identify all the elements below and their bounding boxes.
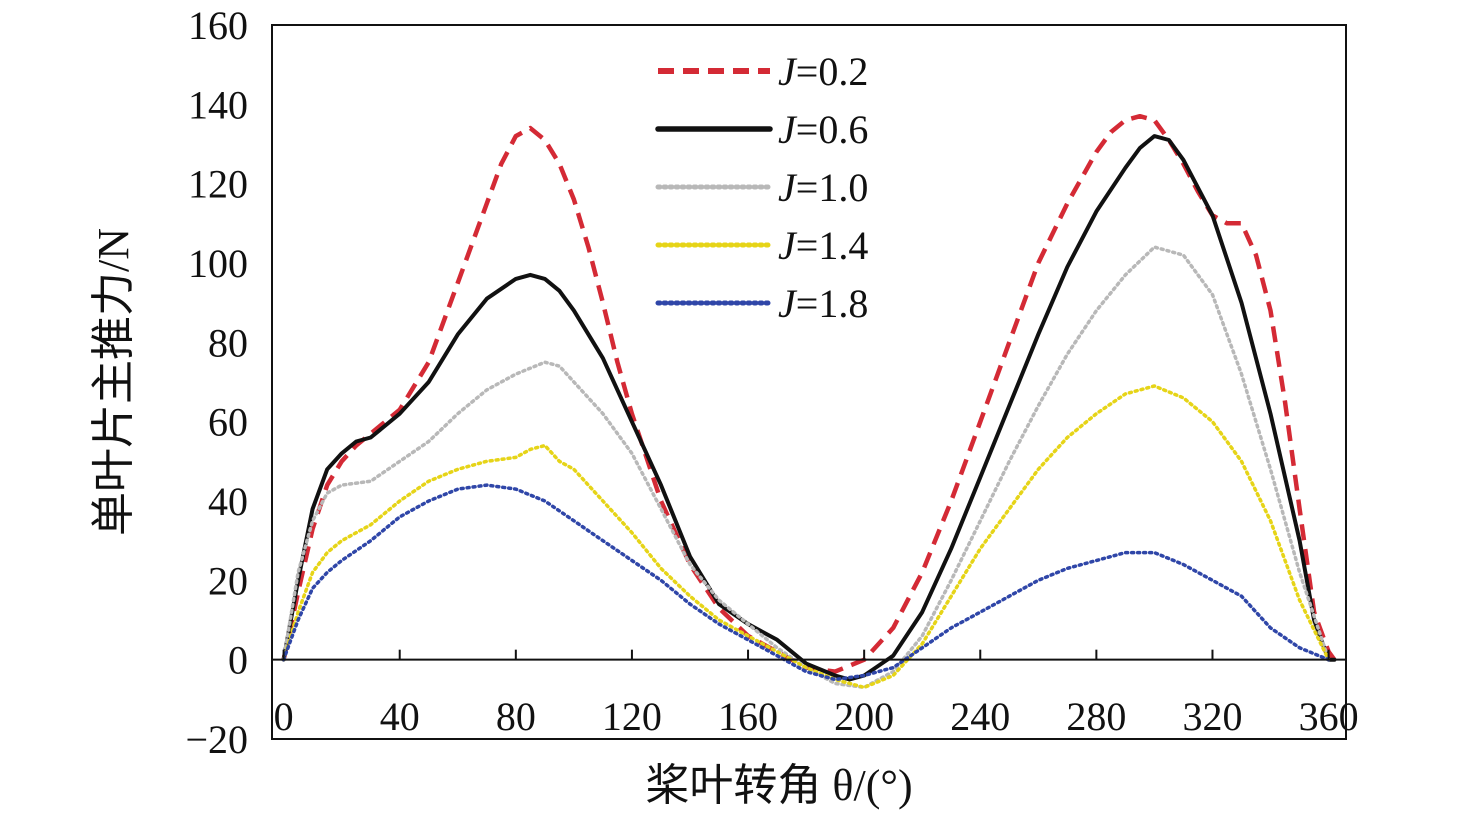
- x-tick-label: 120: [602, 694, 662, 739]
- series-layer: [281, 113, 1337, 690]
- y-tick-labels: −20 0 20 40 60 80 100 120 140 160: [185, 3, 248, 762]
- x-axis-title: 桨叶转角 θ/(°): [645, 761, 912, 810]
- x-tick-label: 200: [834, 694, 894, 739]
- y-tick-label: 0: [228, 638, 248, 683]
- x-tick-label: 0: [274, 694, 294, 739]
- x-tick-label: 160: [718, 694, 778, 739]
- series-line: [281, 134, 1337, 682]
- y-axis-title: 单叶片主推力/N: [89, 228, 138, 536]
- y-tick-label: 100: [188, 241, 248, 286]
- y-tick-label: 60: [208, 400, 248, 445]
- legend-label: J=1.4: [778, 223, 868, 268]
- y-tick-label: 20: [208, 558, 248, 603]
- y-tick-label: 120: [188, 162, 248, 207]
- series-line: [281, 245, 1331, 690]
- y-tick-label: −20: [185, 717, 248, 762]
- legend-label: J=0.6: [778, 107, 868, 152]
- y-tick-label: 40: [208, 479, 248, 524]
- y-tick-label: 80: [208, 320, 248, 365]
- legend-label: J=1.8: [778, 281, 868, 326]
- x-tick-label: 40: [380, 694, 420, 739]
- x-tick-label: 280: [1066, 694, 1126, 739]
- x-tick-label: 240: [950, 694, 1010, 739]
- y-tick-label: 140: [188, 82, 248, 127]
- series-line: [281, 384, 1331, 690]
- legend-label: J=0.2: [778, 49, 868, 94]
- legend: J=0.2 J=0.6 J=1.0 J=1.4 J=1.8: [655, 49, 868, 326]
- x-tick-label: 360: [1299, 694, 1359, 739]
- x-tick-marks: [282, 649, 1330, 660]
- plot-frame: [271, 24, 1347, 740]
- x-tick-labels: 0 40 80 120 160 200 240 280 320 360: [274, 694, 1359, 739]
- y-tick-label: 160: [188, 3, 248, 48]
- legend-label: J=1.0: [778, 165, 868, 210]
- x-tick-label: 320: [1182, 694, 1242, 739]
- series-line: [281, 483, 1331, 682]
- x-tick-label: 80: [496, 694, 536, 739]
